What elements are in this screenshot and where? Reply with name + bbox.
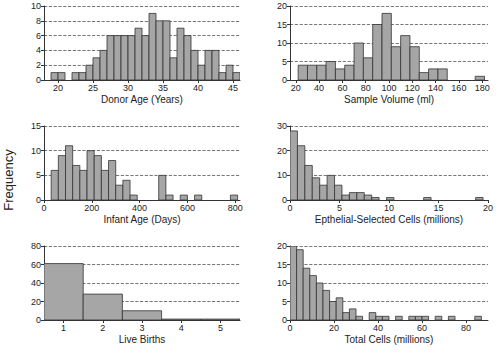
- svg-text:20: 20: [329, 323, 339, 333]
- svg-text:80: 80: [461, 323, 471, 333]
- svg-text:20: 20: [31, 297, 41, 307]
- svg-text:5: 5: [282, 297, 287, 307]
- svg-text:5: 5: [282, 57, 287, 67]
- svg-text:Infant Age (Days): Infant Age (Days): [103, 214, 180, 225]
- svg-text:20: 20: [277, 146, 287, 156]
- svg-text:0: 0: [36, 315, 41, 325]
- svg-text:0: 0: [282, 195, 287, 205]
- svg-text:20: 20: [277, 241, 287, 251]
- svg-text:2: 2: [100, 323, 105, 333]
- svg-text:Total Cells (millions): Total Cells (millions): [345, 334, 434, 345]
- svg-text:60: 60: [337, 83, 347, 93]
- svg-text:Donor Age (Years): Donor Age (Years): [101, 94, 183, 105]
- svg-text:140: 140: [428, 83, 443, 93]
- svg-text:10: 10: [277, 170, 287, 180]
- svg-text:200: 200: [84, 203, 99, 213]
- svg-text:4: 4: [179, 323, 184, 333]
- svg-text:20: 20: [53, 83, 63, 93]
- svg-text:2: 2: [36, 60, 41, 70]
- svg-text:0: 0: [41, 203, 46, 213]
- svg-text:15: 15: [277, 260, 287, 270]
- svg-text:10: 10: [31, 1, 41, 11]
- svg-text:0: 0: [36, 195, 41, 205]
- svg-text:20: 20: [483, 203, 493, 213]
- svg-text:Live Births: Live Births: [119, 334, 166, 345]
- svg-text:20: 20: [277, 1, 287, 11]
- svg-text:15: 15: [277, 20, 287, 30]
- svg-text:0: 0: [287, 323, 292, 333]
- svg-text:180: 180: [475, 83, 490, 93]
- svg-text:40: 40: [314, 83, 324, 93]
- svg-text:600: 600: [180, 203, 195, 213]
- svg-text:15: 15: [433, 203, 443, 213]
- svg-text:20: 20: [291, 83, 301, 93]
- svg-text:3: 3: [139, 323, 144, 333]
- svg-text:30: 30: [277, 121, 287, 131]
- svg-text:80: 80: [361, 83, 371, 93]
- svg-text:60: 60: [31, 260, 41, 270]
- svg-text:4: 4: [36, 45, 41, 55]
- svg-text:5: 5: [337, 203, 342, 213]
- svg-text:45: 45: [228, 83, 238, 93]
- svg-text:Epthelial-Selected Cells (mill: Epthelial-Selected Cells (millions): [315, 214, 463, 225]
- svg-text:Sample Volume (ml): Sample Volume (ml): [344, 94, 434, 105]
- svg-text:0: 0: [282, 75, 287, 85]
- svg-text:5: 5: [218, 323, 223, 333]
- svg-text:10: 10: [277, 38, 287, 48]
- svg-text:35: 35: [158, 83, 168, 93]
- svg-text:40: 40: [31, 278, 41, 288]
- svg-text:0: 0: [287, 203, 292, 213]
- svg-text:0: 0: [36, 75, 41, 85]
- svg-text:120: 120: [405, 83, 420, 93]
- svg-text:25: 25: [88, 83, 98, 93]
- svg-text:100: 100: [381, 83, 396, 93]
- svg-text:800: 800: [228, 203, 243, 213]
- svg-text:8: 8: [36, 16, 41, 26]
- svg-text:30: 30: [123, 83, 133, 93]
- svg-text:160: 160: [451, 83, 466, 93]
- svg-text:400: 400: [132, 203, 147, 213]
- svg-text:0: 0: [282, 315, 287, 325]
- svg-text:40: 40: [373, 323, 383, 333]
- svg-text:60: 60: [417, 323, 427, 333]
- svg-text:40: 40: [193, 83, 203, 93]
- svg-text:10: 10: [31, 146, 41, 156]
- svg-text:10: 10: [384, 203, 394, 213]
- svg-text:6: 6: [36, 31, 41, 41]
- svg-text:5: 5: [36, 170, 41, 180]
- svg-text:1: 1: [61, 323, 66, 333]
- svg-text:Frequency: Frequency: [1, 149, 16, 211]
- svg-text:15: 15: [31, 121, 41, 131]
- svg-text:10: 10: [277, 278, 287, 288]
- svg-text:80: 80: [31, 241, 41, 251]
